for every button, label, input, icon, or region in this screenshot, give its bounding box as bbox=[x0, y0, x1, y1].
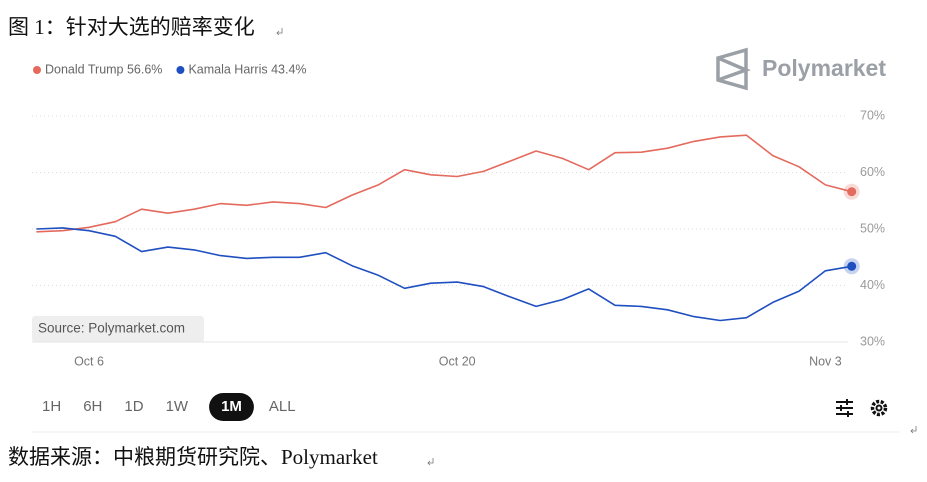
source-note: Source: Polymarket.com bbox=[38, 321, 185, 336]
series-line bbox=[36, 134, 852, 233]
y-tick-label: 40% bbox=[860, 278, 885, 292]
para-mark bbox=[910, 426, 917, 434]
range-label: ALL bbox=[269, 398, 296, 415]
range-button[interactable]: 6H bbox=[83, 398, 102, 415]
end-dot bbox=[847, 187, 857, 197]
y-tick-label: 70% bbox=[860, 108, 885, 122]
footer: 数据来源：中粮期货研究院、Polymarket bbox=[8, 445, 378, 469]
range-label: 1M bbox=[221, 398, 242, 415]
range-label: 1D bbox=[124, 398, 143, 415]
range-button[interactable]: 1H bbox=[42, 398, 61, 415]
legend-label: Kamala Harris 43.4% bbox=[188, 62, 306, 76]
range-button[interactable]: 1W bbox=[166, 398, 189, 415]
para-mark bbox=[276, 28, 283, 36]
logo-icon bbox=[716, 47, 751, 91]
x-tick-label: Oct 20 bbox=[439, 354, 476, 368]
range-button[interactable]: ALL bbox=[269, 398, 296, 415]
brand: Polymarket bbox=[762, 55, 886, 81]
para-mark bbox=[427, 458, 434, 466]
range-active-bg bbox=[209, 393, 254, 421]
range-label: 1W bbox=[166, 398, 189, 415]
y-tick-label: 50% bbox=[860, 221, 885, 235]
filter-icon[interactable] bbox=[836, 399, 853, 417]
legend-swatch bbox=[33, 66, 41, 74]
x-tick-label: Nov 3 bbox=[809, 354, 842, 368]
range-button[interactable]: 1D bbox=[124, 398, 143, 415]
y-tick-label: 60% bbox=[860, 165, 885, 179]
settings-icon[interactable] bbox=[870, 399, 888, 417]
caption: 图 1：针对大选的赔率变化 bbox=[8, 15, 255, 39]
x-tick-label: Oct 6 bbox=[74, 354, 104, 368]
source-box bbox=[32, 316, 204, 342]
series-line bbox=[36, 227, 852, 322]
y-tick-label: 30% bbox=[860, 334, 885, 348]
range-button[interactable]: 1M bbox=[209, 393, 254, 421]
end-dot bbox=[847, 261, 857, 271]
range-label: 1H bbox=[42, 398, 61, 415]
legend-label: Donald Trump 56.6% bbox=[45, 62, 162, 76]
range-label: 6H bbox=[83, 398, 102, 415]
legend-swatch bbox=[176, 66, 185, 74]
